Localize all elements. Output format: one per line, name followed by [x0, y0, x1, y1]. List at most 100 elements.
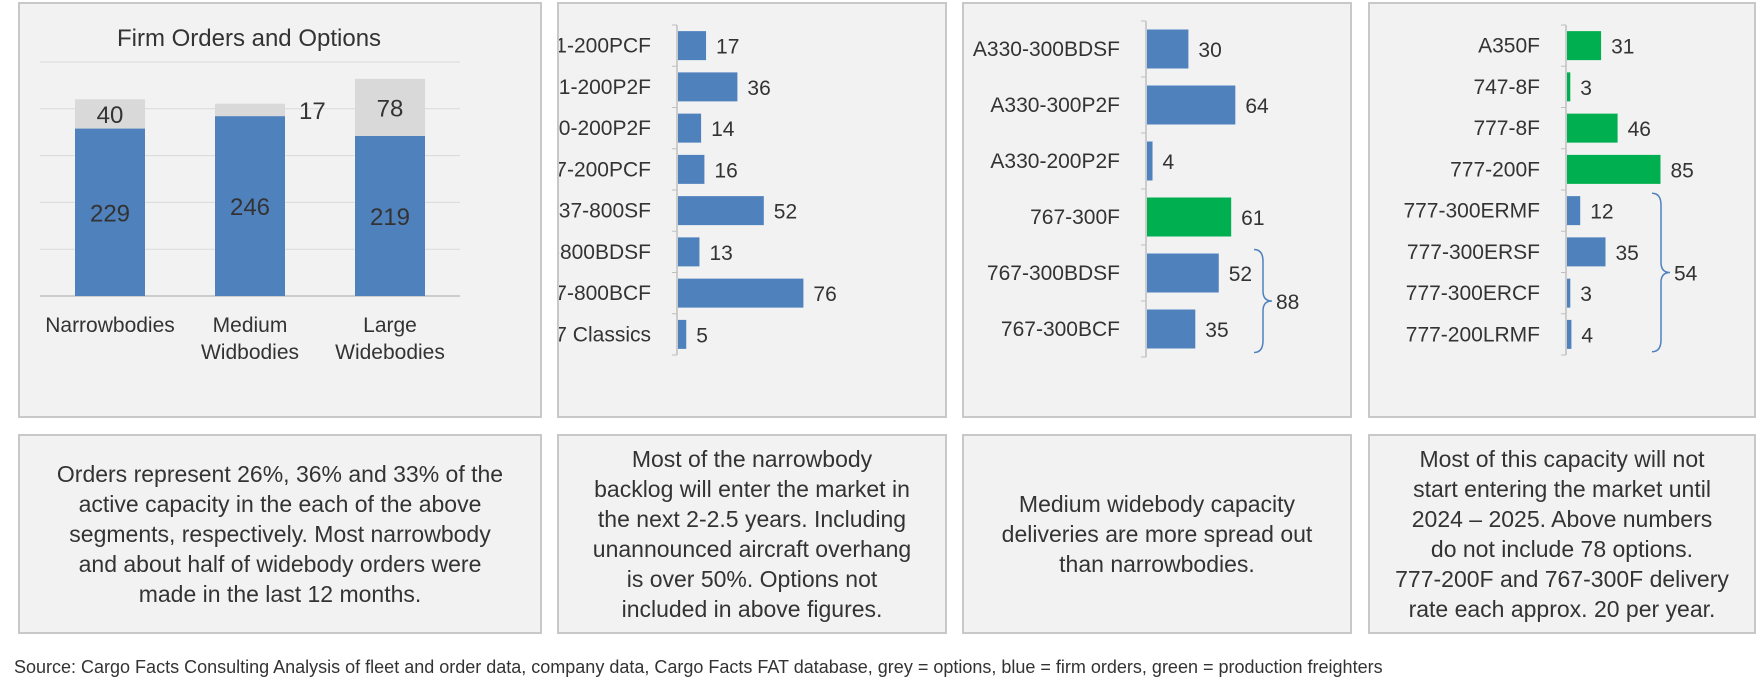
value-label: 35 — [1205, 319, 1228, 342]
brace — [1651, 192, 1671, 353]
option-bar — [215, 103, 285, 117]
bar — [1567, 196, 1581, 226]
category-label: A330-200P2F — [990, 150, 1120, 173]
firm-order-bar — [355, 135, 425, 296]
bar — [678, 72, 738, 102]
bar — [1567, 237, 1606, 267]
category-label: 767-300F — [1030, 206, 1120, 229]
category-label: A330-300P2F — [990, 94, 1120, 117]
category-label: 737-800SF — [559, 200, 651, 223]
note-panel-2: Most of the narrowbody backlog will ente… — [557, 434, 947, 634]
category-label: Narrowbodies — [45, 314, 175, 337]
value-label: 46 — [1628, 118, 1651, 141]
category-label: 777-8F — [1473, 117, 1540, 140]
medium-widebody-chart-panel: A330-300BDSF 30 A330-300P2F 64 A330-200P2F 4 7… — [962, 2, 1352, 418]
category-label: Medium — [213, 314, 288, 337]
bar — [1567, 72, 1571, 102]
value-label: 64 — [1245, 95, 1269, 118]
value-label: 52 — [1229, 263, 1252, 286]
note-panel-4: Most of this capacity will not start ent… — [1368, 434, 1756, 634]
value-label: 76 — [813, 283, 836, 306]
value-label: 61 — [1241, 207, 1264, 230]
value-label: 12 — [1590, 201, 1613, 224]
category-label: 767-300BDSF — [987, 262, 1120, 285]
narrowbody-chart-panel: A321-200PCF 17 A321-200P2F 36 A320-200P2F 14 7… — [518, 2, 947, 418]
option-label: 40 — [97, 102, 124, 129]
bar — [1567, 31, 1602, 61]
brace-total-label: 88 — [1276, 291, 1299, 314]
medium-widebody-chart: A330-300BDSF 30 A330-300P2F 64 A330-200P2F 4 7… — [973, 20, 1299, 358]
value-label: 30 — [1198, 39, 1221, 62]
firm-orders-chart: Firm Orders and Options 229 40 Narrowbodies… — [40, 25, 460, 364]
category-label: A330-300BDSF — [973, 38, 1120, 61]
bar — [678, 319, 687, 349]
chart-title: Firm Orders and Options — [117, 25, 381, 52]
bar — [678, 278, 804, 308]
category-label: 747-8F — [1473, 76, 1540, 99]
category-label: Large — [363, 314, 417, 337]
value-label: 13 — [709, 242, 732, 265]
category-label: Widbodies — [201, 341, 299, 364]
category-label: 777-300ERCF — [1406, 282, 1540, 305]
firm-order-label: 219 — [370, 204, 410, 231]
source-note: Source: Cargo Facts Consulting Analysis … — [14, 657, 1383, 677]
brace — [1253, 248, 1273, 354]
bar — [1567, 319, 1572, 349]
bar — [678, 196, 764, 226]
large-widebody-chart: A350F 31 747-8F 3 777-8F 46 777-200F 85 777-300E… — [1403, 24, 1698, 356]
narrowbody-chart: A321-200PCF 17 A321-200P2F 36 A320-200P2F 14 7… — [518, 24, 837, 356]
bar — [678, 237, 700, 267]
bar — [678, 113, 702, 143]
category-label: A350F — [1478, 35, 1540, 58]
category-label: A321-200P2F — [559, 76, 651, 99]
category-label: 777-300ERSF — [1407, 241, 1540, 264]
value-label: 3 — [1580, 77, 1592, 100]
value-label: 4 — [1163, 151, 1175, 174]
category-label: 737 Classics — [559, 323, 651, 346]
bar — [1147, 141, 1153, 181]
firm-orders-chart-panel: Firm Orders and Options 229 40 Narrowbodies… — [18, 2, 542, 418]
bar — [1567, 154, 1661, 184]
firm-order-bar — [75, 128, 145, 296]
value-label: 14 — [711, 118, 735, 141]
large-widebody-chart-panel: A350F 31 747-8F 3 777-8F 46 777-200F 85 777-300E… — [1368, 2, 1756, 418]
value-label: 35 — [1616, 242, 1639, 265]
category-label: 737-800BCF — [559, 282, 651, 305]
value-label: 4 — [1581, 324, 1593, 347]
note-text-3: Medium widebody capacity deliveries are … — [1001, 491, 1313, 577]
note-panel-3: Medium widebody capacity deliveries are … — [962, 434, 1352, 634]
category-label: 767-300BCF — [1001, 318, 1120, 341]
value-label: 16 — [714, 159, 737, 182]
option-label: 17 — [299, 98, 326, 125]
category-label: 777-200F — [1450, 158, 1540, 181]
bar — [1567, 278, 1571, 308]
bar — [1147, 253, 1219, 293]
note-text-1: Orders represent 26%, 36% and 33% of the… — [56, 461, 504, 607]
option-bar — [355, 78, 425, 136]
note-text-4: Most of this capacity will not start ent… — [1395, 446, 1729, 622]
value-label: 85 — [1671, 159, 1694, 182]
category-label: A320-200P2F — [559, 117, 651, 140]
bar — [678, 154, 705, 184]
bar — [1147, 309, 1196, 349]
category-label: A321-200PCF — [559, 35, 651, 58]
option-bar — [75, 99, 145, 129]
brace-total-label: 54 — [1674, 263, 1698, 286]
category-label: 757-200PCF — [559, 158, 651, 181]
value-label: 5 — [696, 324, 708, 347]
note-panel-1: Orders represent 26%, 36% and 33% of the… — [18, 434, 542, 634]
category-label: 777-200LRMF — [1406, 323, 1540, 346]
firm-order-label: 229 — [90, 200, 130, 227]
bar — [1567, 113, 1618, 143]
value-label: 31 — [1611, 36, 1634, 59]
category-label: 777-300ERMF — [1403, 200, 1540, 223]
bar — [678, 31, 707, 61]
firm-order-label: 246 — [230, 194, 270, 221]
bar — [1147, 197, 1232, 237]
bar — [1147, 85, 1236, 125]
category-label: Widebodies — [335, 341, 445, 364]
value-label: 17 — [716, 36, 739, 59]
value-label: 52 — [774, 201, 797, 224]
option-label: 78 — [377, 95, 404, 122]
category-label: 737-800BDSF — [559, 241, 651, 264]
